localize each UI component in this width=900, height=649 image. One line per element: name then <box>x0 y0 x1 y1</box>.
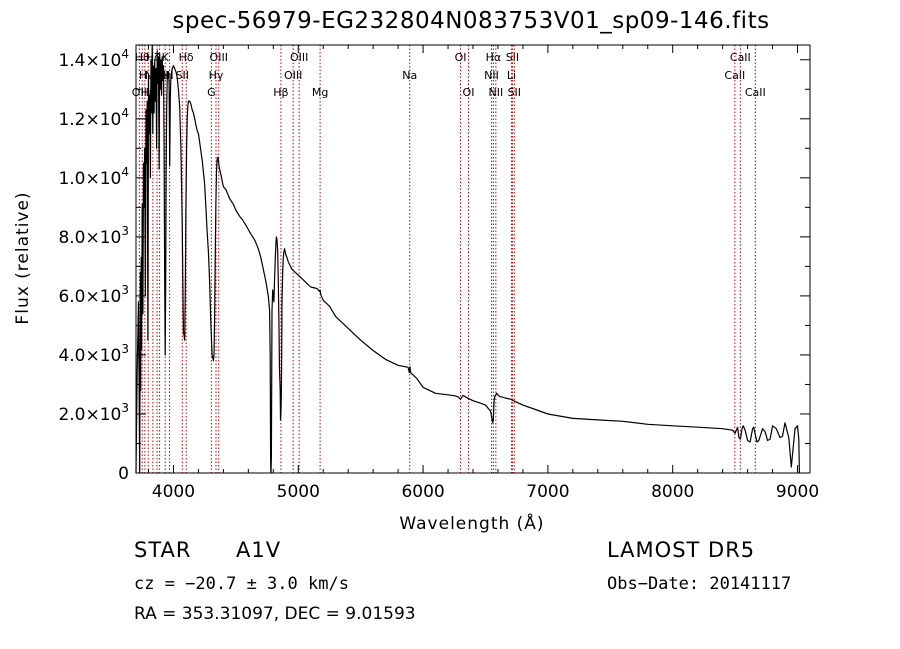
line-marker-label: Hγ <box>209 69 224 82</box>
line-marker-label: OIII <box>210 51 228 64</box>
y-tick-label: 2.0×103 <box>58 401 129 425</box>
line-marker-label: NII <box>484 69 499 82</box>
line-marker-label: OIII <box>290 51 308 64</box>
line-marker-label: NII <box>488 86 503 99</box>
line-marker-label: SII <box>506 51 519 64</box>
line-marker-label: CaII <box>724 69 745 82</box>
y-tick-label: 0 <box>118 464 129 484</box>
line-marker-label: CaII <box>745 86 766 99</box>
spectrum-series <box>135 44 801 474</box>
line-marker-label: Hα <box>486 51 502 64</box>
y-tick-label: 1.4×104 <box>58 47 129 71</box>
line-marker-label: SII <box>508 86 521 99</box>
x-axis-label: Wavelength (Å) <box>399 512 544 534</box>
redshift-velocity: cz = −20.7 ± 3.0 km/s <box>134 574 349 594</box>
line-marker-label: Mg <box>312 86 328 99</box>
y-tick-label: 6.0×103 <box>58 283 129 307</box>
y-tick-label: 1.2×104 <box>58 106 129 130</box>
x-tick-label: 4000 <box>152 482 195 502</box>
line-marker-label: Hβ <box>273 86 288 99</box>
object-subclass: A1V <box>236 538 282 562</box>
line-marker-label: OIII <box>284 69 302 82</box>
line-marker-label: OI <box>463 86 475 99</box>
x-tick-label: 9000 <box>776 482 819 502</box>
line-marker-label: OI <box>455 51 467 64</box>
line-marker-label: Hθ <box>135 51 150 64</box>
plot-frame <box>135 44 811 474</box>
chart-title: spec-56979-EG232804N083753V01_sp09-146.f… <box>172 8 770 34</box>
line-marker-label: Na <box>402 69 417 82</box>
y-tick-label: 1.0×104 <box>58 165 129 189</box>
line-marker-label: Li <box>507 69 516 82</box>
observation-date: Obs−Date: 20141117 <box>607 574 792 594</box>
x-tick-label: 6000 <box>401 482 444 502</box>
line-marker-label: K <box>162 51 170 64</box>
line-marker-label: Hδ <box>179 51 194 64</box>
line-marker-label: SII <box>176 69 189 82</box>
survey-name: LAMOST DR5 <box>607 538 756 562</box>
line-marker-label: G <box>207 86 216 99</box>
x-tick-label: 7000 <box>526 482 569 502</box>
object-class: STAR <box>134 538 192 562</box>
coordinates: RA = 353.31097, DEC = 9.01593 <box>134 604 416 624</box>
y-tick-label: 8.0×103 <box>58 224 129 248</box>
x-tick-label: 8000 <box>651 482 694 502</box>
y-axis-label: Flux (relative) <box>13 191 33 324</box>
x-tick-label: 5000 <box>277 482 320 502</box>
line-marker-label: H <box>165 69 173 82</box>
line-marker-label: CaII <box>730 51 751 64</box>
spectrum-line <box>135 44 801 474</box>
axes: 4000 5000 6000 7000 8000 9000 0 2.0×103 4.0×103 6… <box>58 44 819 502</box>
y-tick-label: 4.0×103 <box>58 342 129 366</box>
